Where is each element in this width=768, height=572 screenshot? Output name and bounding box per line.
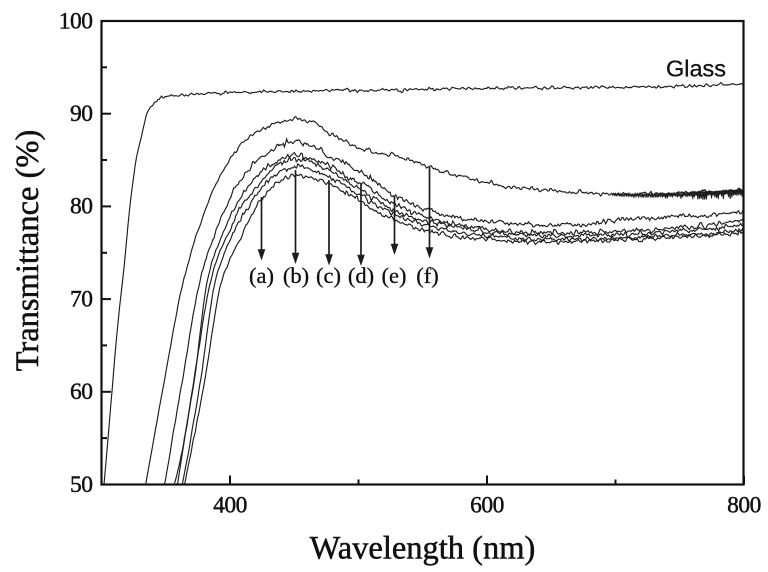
svg-text:(b): (b) — [283, 263, 309, 288]
svg-text:(f): (f) — [416, 263, 438, 288]
svg-text:(a): (a) — [249, 263, 274, 288]
svg-text:80: 80 — [70, 194, 93, 220]
svg-text:50: 50 — [70, 472, 93, 498]
svg-text:(c): (c) — [316, 263, 341, 288]
svg-text:Glass: Glass — [666, 56, 726, 82]
svg-text:60: 60 — [70, 379, 93, 405]
svg-text:600: 600 — [470, 492, 504, 518]
svg-text:90: 90 — [70, 101, 93, 127]
svg-text:400: 400 — [213, 492, 247, 518]
svg-text:(e): (e) — [382, 263, 407, 288]
svg-text:Transmittance (%): Transmittance (%) — [10, 130, 46, 372]
svg-text:Wavelength (nm): Wavelength (nm) — [310, 531, 536, 567]
svg-text:70: 70 — [70, 286, 93, 312]
svg-text:(d): (d) — [348, 263, 374, 288]
svg-text:100: 100 — [59, 8, 93, 34]
svg-text:800: 800 — [727, 492, 761, 518]
